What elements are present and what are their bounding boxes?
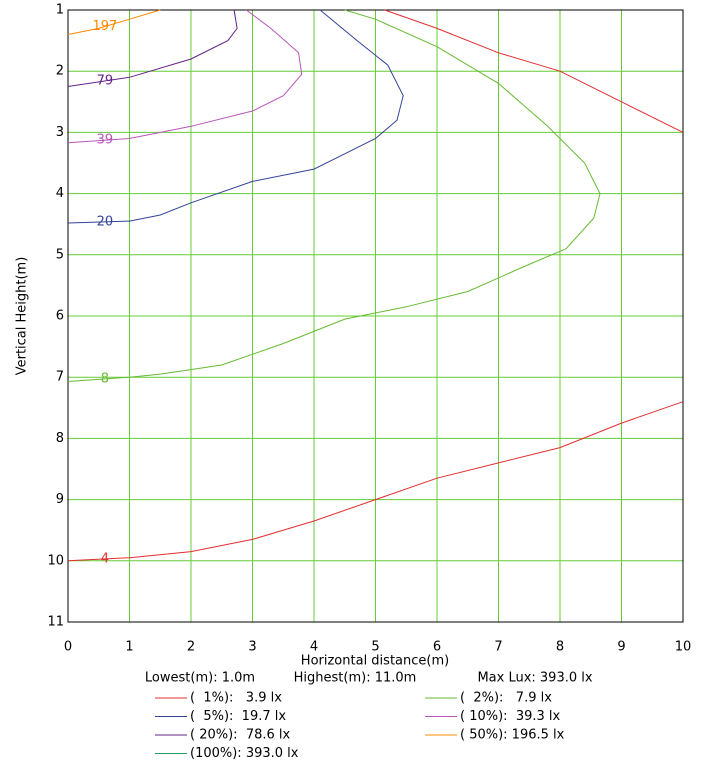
legend-label: ( 10%): 39.3 lx xyxy=(460,709,561,724)
y-tick-label: 4 xyxy=(56,186,64,201)
y-axis-label: Vertical Height(m) xyxy=(15,257,30,376)
x-tick-label: 0 xyxy=(64,640,72,655)
y-tick-label: 5 xyxy=(56,247,64,262)
y-tick-label: 2 xyxy=(56,64,64,79)
contour-label: 197 xyxy=(92,19,117,34)
y-tick-label: 8 xyxy=(56,431,64,446)
contour-label: 39 xyxy=(97,133,114,148)
x-tick-label: 3 xyxy=(248,640,256,655)
x-tick-label: 10 xyxy=(675,640,692,655)
y-tick-label: 10 xyxy=(47,553,64,568)
legend-label: ( 50%): 196.5 lx xyxy=(460,728,565,743)
y-tick-label: 1 xyxy=(56,3,64,18)
legend-label: ( 5%): 19.7 lx xyxy=(190,709,286,724)
plot-border xyxy=(67,9,684,623)
y-tick-label: 3 xyxy=(56,125,64,140)
y-tick-label: 7 xyxy=(56,370,64,385)
x-tick-label: 9 xyxy=(617,640,625,655)
legend-label: (100%): 393.0 lx xyxy=(190,746,299,761)
contour-label: 8 xyxy=(101,371,109,386)
contour-line xyxy=(67,9,303,144)
contour-line xyxy=(67,9,684,562)
info-text: Max Lux: 393.0 lx xyxy=(477,671,592,686)
y-tick-label: 11 xyxy=(47,615,64,630)
y-tick-label: 6 xyxy=(56,309,64,324)
x-tick-label: 5 xyxy=(371,640,379,655)
x-axis-label: Horizontal distance(m) xyxy=(301,654,449,669)
x-tick-label: 8 xyxy=(556,640,564,655)
info-text: Lowest(m): 1.0m xyxy=(145,671,255,686)
contour-line xyxy=(67,9,238,87)
x-tick-label: 1 xyxy=(125,640,133,655)
legend-label: ( 20%): 78.6 lx xyxy=(190,728,291,743)
contour-line xyxy=(67,9,601,382)
x-tick-label: 2 xyxy=(187,640,195,655)
contour-label: 4 xyxy=(101,551,109,566)
legend-label: ( 1%): 3.9 lx xyxy=(190,691,282,706)
contour-label: 79 xyxy=(97,73,114,88)
contour-line xyxy=(67,9,404,224)
x-tick-label: 6 xyxy=(433,640,441,655)
contour-line xyxy=(67,9,161,35)
x-tick-label: 7 xyxy=(494,640,502,655)
legend-label: ( 2%): 7.9 lx xyxy=(460,691,552,706)
contour-label: 20 xyxy=(97,214,114,229)
x-tick-label: 4 xyxy=(310,640,318,655)
y-tick-label: 9 xyxy=(56,492,64,507)
info-text: Highest(m): 11.0m xyxy=(294,671,417,686)
